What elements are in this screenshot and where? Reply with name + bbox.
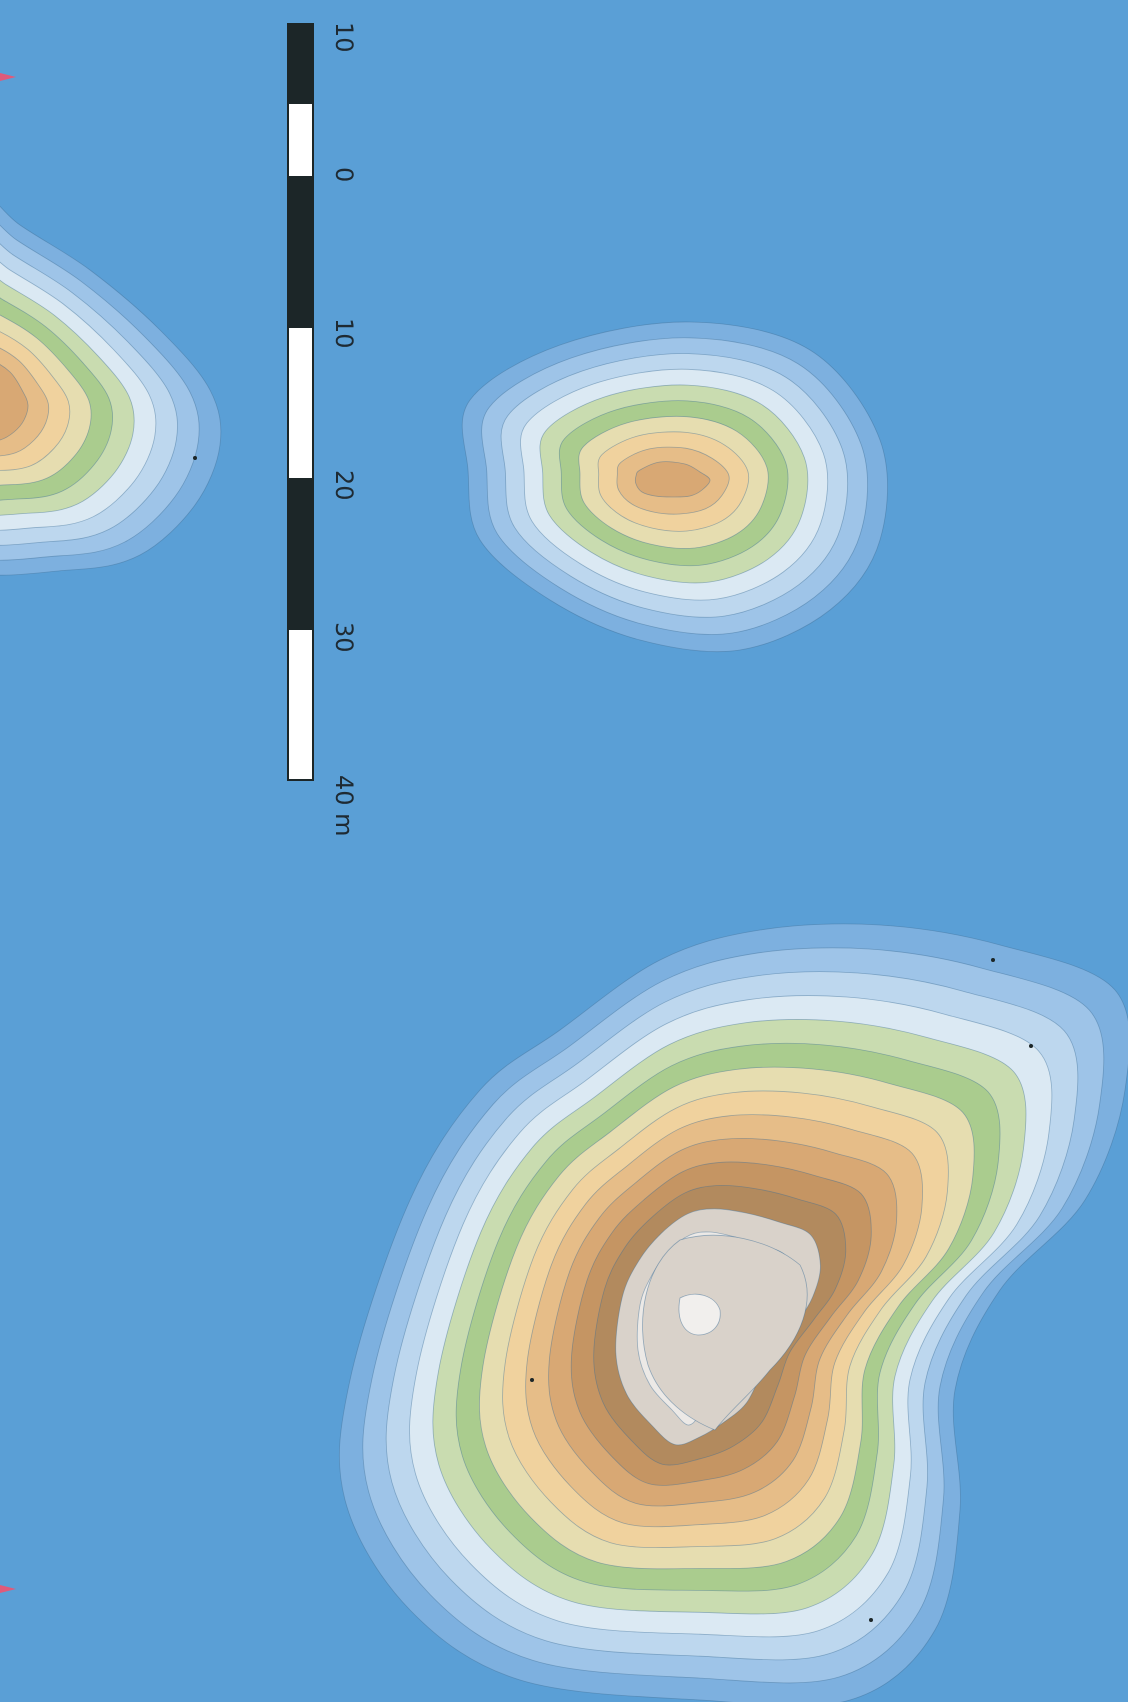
scale-tick-label: 0	[330, 167, 358, 182]
red-marker-bottom	[0, 1585, 16, 1593]
scale-segment	[288, 630, 313, 780]
summit-top	[678, 1293, 721, 1336]
partial-island-edge	[0, 205, 222, 576]
red-marker-top	[0, 73, 16, 81]
summit-plateau	[642, 1234, 808, 1431]
scale-segment	[288, 176, 313, 328]
scale-tick-label: 20	[330, 470, 358, 501]
contour-ring	[0, 364, 29, 441]
scale-segment	[288, 24, 313, 104]
survey-point	[869, 1618, 873, 1622]
scale-tick-label: 10	[330, 22, 358, 53]
scale-outline	[287, 23, 314, 781]
large-island	[338, 923, 1128, 1702]
survey-point	[1029, 1044, 1033, 1048]
survey-point	[193, 456, 197, 460]
scale-segment	[288, 328, 313, 478]
survey-point	[530, 1378, 534, 1382]
scale-tick-label: 10	[330, 318, 358, 349]
scale-segment	[288, 478, 313, 630]
small-island	[461, 321, 888, 653]
contour-ring	[634, 461, 711, 498]
survey-point	[991, 958, 995, 962]
scale-bar: 10 0 10 20 30 40 m	[287, 22, 358, 837]
scale-segment	[288, 104, 313, 176]
scale-tick-label: 40 m	[330, 775, 358, 837]
scale-tick-label: 30	[330, 622, 358, 653]
